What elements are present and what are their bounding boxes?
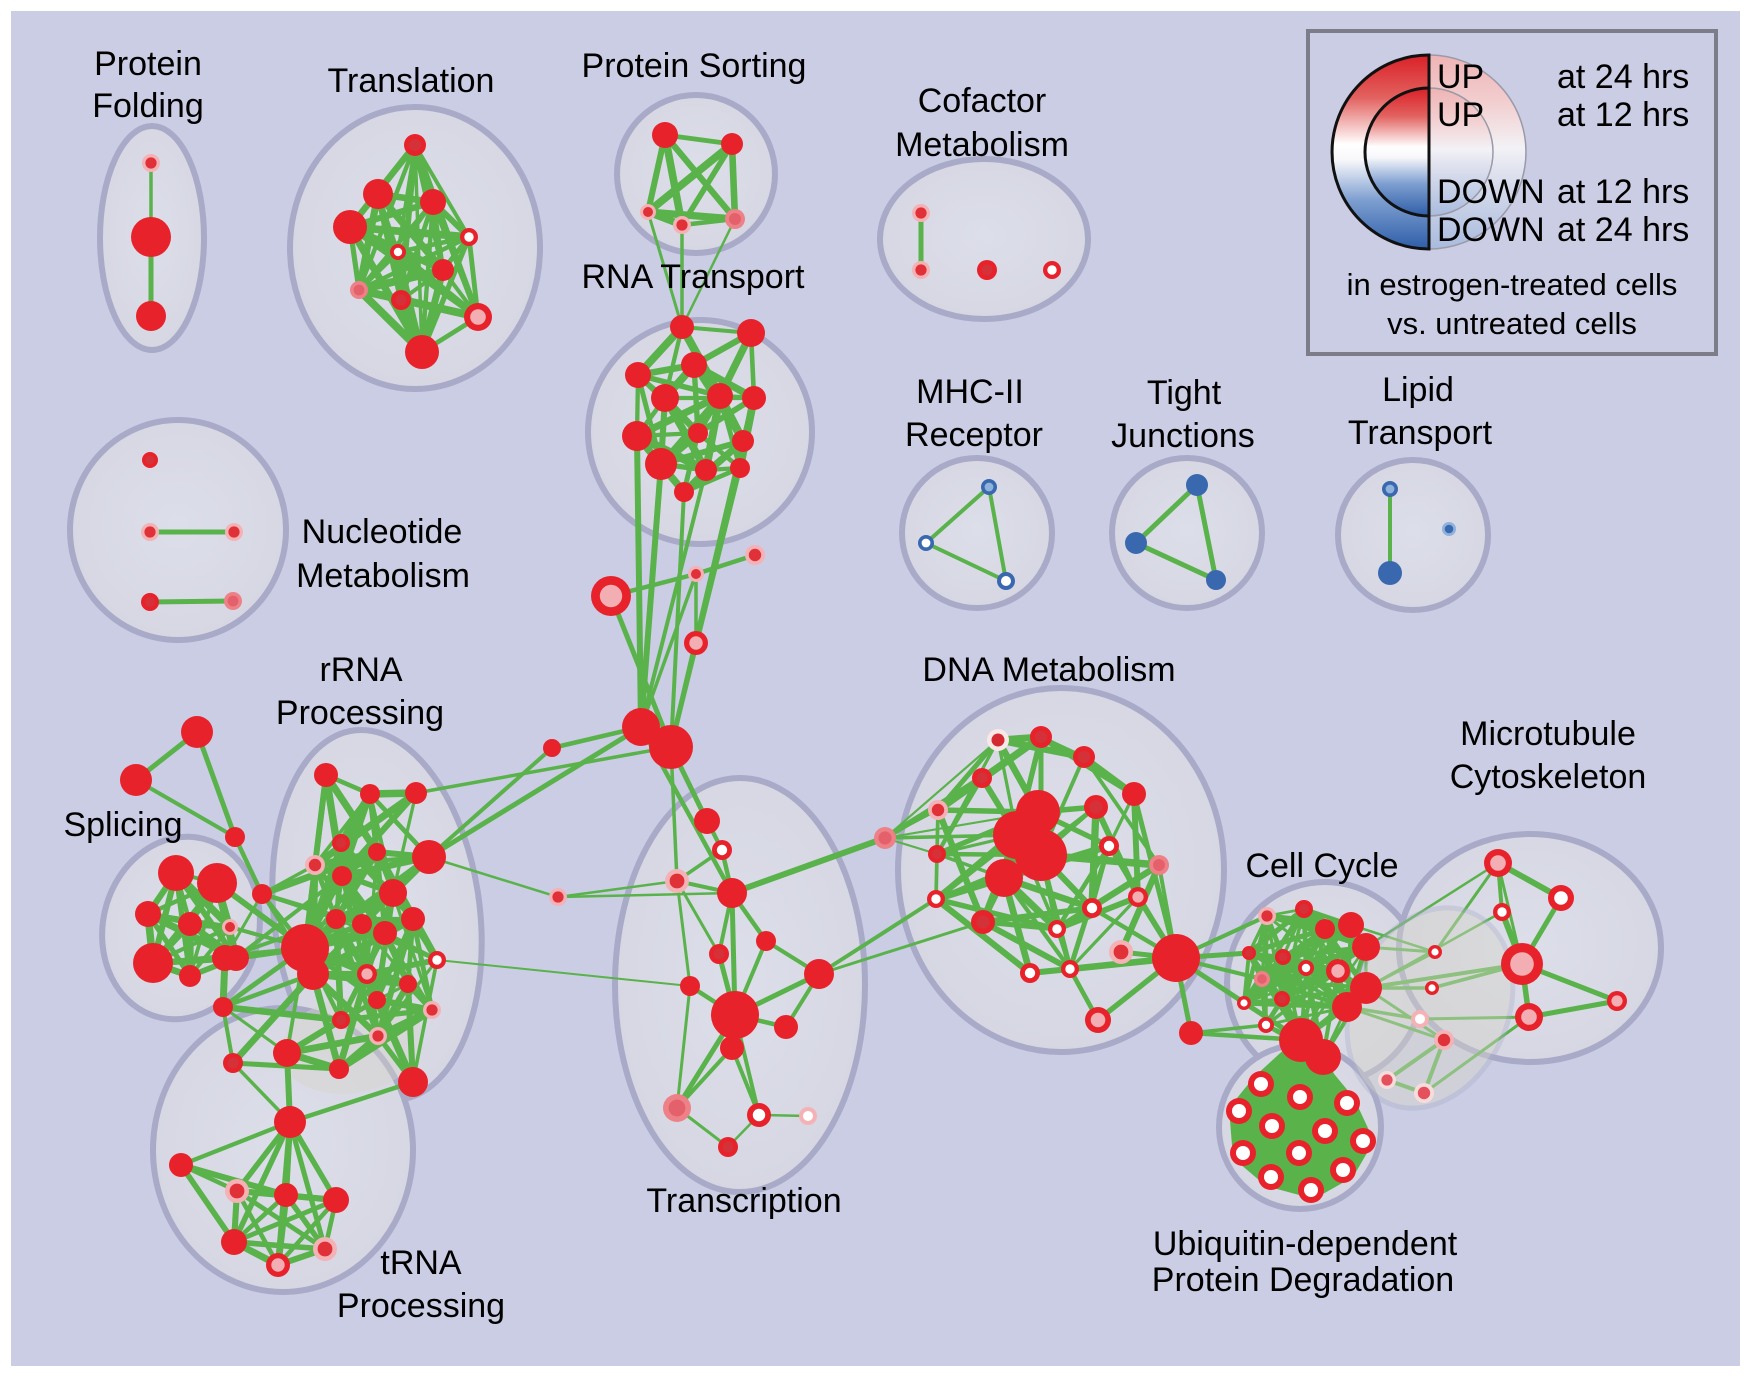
svg-text:at 24 hrs: at 24 hrs (1557, 58, 1689, 96)
svg-text:UP: UP (1437, 96, 1484, 134)
svg-text:Lipid: Lipid (1382, 371, 1454, 409)
svg-text:DNA Metabolism: DNA Metabolism (922, 651, 1175, 689)
svg-text:Metabolism: Metabolism (296, 557, 470, 595)
svg-text:Protein Sorting: Protein Sorting (582, 47, 807, 85)
svg-text:tRNA: tRNA (380, 1244, 462, 1282)
svg-text:at 24 hrs: at 24 hrs (1557, 211, 1689, 249)
svg-text:DOWN: DOWN (1437, 211, 1545, 249)
svg-text:Microtubule: Microtubule (1460, 715, 1636, 753)
svg-text:vs. untreated cells: vs. untreated cells (1387, 306, 1637, 341)
svg-text:RNA Transport: RNA Transport (582, 258, 806, 296)
svg-text:in estrogen-treated cells: in estrogen-treated cells (1347, 267, 1678, 302)
svg-text:Junctions: Junctions (1111, 417, 1255, 455)
svg-text:Metabolism: Metabolism (895, 126, 1069, 164)
svg-text:Processing: Processing (276, 694, 444, 732)
svg-text:at 12 hrs: at 12 hrs (1557, 173, 1689, 211)
svg-text:Receptor: Receptor (905, 416, 1043, 454)
svg-text:at 12 hrs: at 12 hrs (1557, 96, 1689, 134)
svg-text:Protein: Protein (94, 45, 202, 83)
svg-text:Tight: Tight (1147, 374, 1222, 412)
svg-text:Cytoskeleton: Cytoskeleton (1450, 758, 1647, 796)
svg-text:Processing: Processing (337, 1287, 505, 1325)
svg-text:Transcription: Transcription (646, 1182, 841, 1220)
svg-text:MHC-II: MHC-II (916, 373, 1024, 411)
svg-text:Cell Cycle: Cell Cycle (1245, 847, 1398, 885)
svg-text:Cofactor: Cofactor (918, 82, 1047, 120)
svg-text:Ubiquitin-dependent: Ubiquitin-dependent (1153, 1225, 1458, 1263)
svg-text:Folding: Folding (92, 87, 204, 125)
svg-text:UP: UP (1437, 58, 1484, 96)
svg-text:rRNA: rRNA (319, 651, 402, 689)
svg-text:Translation: Translation (328, 62, 495, 100)
svg-text:Transport: Transport (1348, 414, 1493, 452)
svg-text:Nucleotide: Nucleotide (302, 513, 463, 551)
svg-text:Protein Degradation: Protein Degradation (1152, 1261, 1454, 1299)
svg-text:Splicing: Splicing (63, 806, 182, 844)
svg-text:DOWN: DOWN (1437, 173, 1545, 211)
